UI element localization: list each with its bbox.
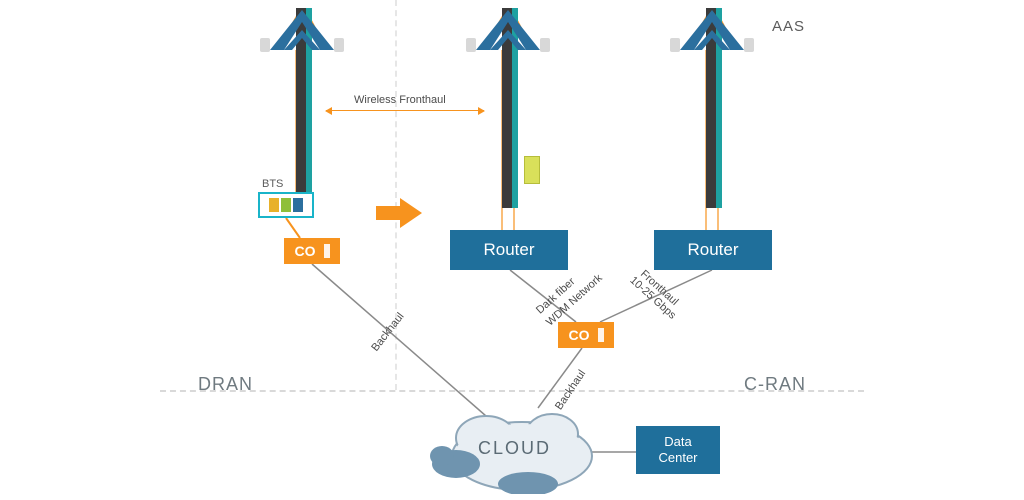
- co-right-box: CO: [558, 322, 614, 348]
- router-mid-label: Router: [483, 240, 534, 260]
- data-center-box: DataCenter: [636, 426, 720, 474]
- bts-box: [258, 192, 314, 218]
- cloud-label: CLOUD: [478, 438, 551, 459]
- backhaul-left-label: Backhaul: [369, 311, 406, 354]
- diagram-stage: { "type": "network-diagram", "canvas": {…: [0, 0, 1024, 500]
- aas-label: AAS: [772, 18, 805, 35]
- data-center-label: DataCenter: [658, 434, 697, 465]
- wireless-fronthaul-label: Wireless Fronthaul: [354, 94, 446, 106]
- router-right-label: Router: [687, 240, 738, 260]
- router-mid-box: Router: [450, 230, 568, 270]
- wireless-fronthaul-link: [326, 110, 484, 111]
- router-right-box: Router: [654, 230, 772, 270]
- co-right-label: CO: [569, 327, 590, 343]
- dran-label: DRAN: [198, 374, 253, 395]
- transition-arrow-icon: [376, 198, 422, 228]
- co-left-label: CO: [295, 243, 316, 259]
- rru-box: [524, 156, 540, 184]
- cran-label: C-RAN: [744, 374, 806, 395]
- co-left-box: CO: [284, 238, 340, 264]
- bts-label: BTS: [262, 178, 283, 190]
